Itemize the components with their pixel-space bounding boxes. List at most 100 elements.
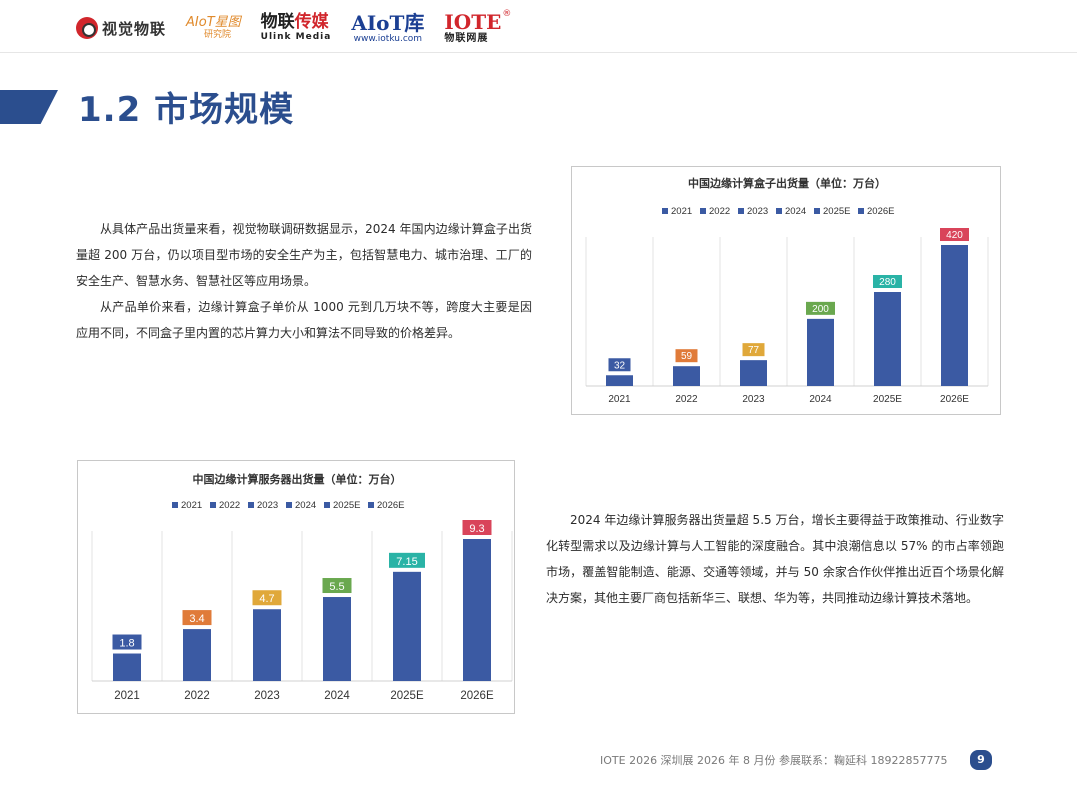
registered-mark: ® bbox=[502, 9, 512, 19]
data-label-bg bbox=[608, 358, 631, 372]
page-title: 1.2 市场规模 bbox=[78, 90, 295, 130]
logo-aiot-xingtu: AIoT星图 研究院 bbox=[186, 16, 241, 40]
logo-shijue-wulian: 视觉物联 bbox=[76, 17, 166, 39]
logo-iote: IOTE ® 物联网展 bbox=[444, 10, 511, 44]
camera-icon bbox=[76, 17, 98, 39]
logo-text: 视觉物联 bbox=[102, 19, 167, 38]
legend-swatch bbox=[368, 502, 374, 508]
chart-title: 中国边缘计算服务器出货量（单位：万台） bbox=[193, 472, 402, 486]
x-tick-label: 2022 bbox=[675, 394, 698, 405]
x-tick-label: 2026E bbox=[460, 690, 494, 702]
data-label-bg bbox=[182, 610, 212, 626]
data-label: 77 bbox=[748, 345, 760, 356]
data-label-bg bbox=[742, 343, 765, 357]
bar bbox=[807, 318, 834, 386]
legend-label: 2025E bbox=[333, 500, 360, 511]
legend-swatch bbox=[738, 208, 744, 214]
x-tick-label: 2026E bbox=[940, 394, 969, 405]
legend-swatch bbox=[814, 208, 820, 214]
page-number: 9 bbox=[970, 750, 992, 770]
logo-text: 物联 bbox=[260, 12, 295, 32]
bar bbox=[463, 539, 491, 681]
data-label: 59 bbox=[681, 351, 693, 362]
bar bbox=[393, 571, 421, 681]
logo-ulink-media: 物联传媒 Ulink Media bbox=[261, 14, 332, 42]
x-tick-label: 2024 bbox=[809, 394, 832, 405]
data-label: 420 bbox=[946, 230, 963, 241]
legend-label: 2026E bbox=[867, 206, 894, 217]
data-label: 32 bbox=[614, 360, 626, 371]
legend-label: 2021 bbox=[181, 500, 202, 511]
data-label: 4.7 bbox=[259, 593, 274, 605]
x-tick-label: 2021 bbox=[608, 394, 631, 405]
logo-text-red: 传媒 bbox=[294, 12, 329, 32]
chart-svg: 中国边缘计算盒子出货量（单位：万台） 2021 2022 2023 2024 2025E 2… bbox=[585, 176, 989, 405]
legend-label: 2021 bbox=[671, 206, 692, 217]
logo-subtext: 物联网展 bbox=[444, 33, 489, 44]
legend-swatch bbox=[172, 502, 178, 508]
legend-swatch bbox=[776, 208, 782, 214]
data-label-bg bbox=[389, 552, 425, 568]
bar bbox=[606, 375, 633, 386]
bar bbox=[941, 245, 968, 386]
x-tick-label: 2023 bbox=[742, 394, 765, 405]
bar bbox=[673, 366, 700, 386]
x-tick-label: 2023 bbox=[254, 690, 280, 702]
logo-aiotku: AIoT库 www.iotku.com bbox=[351, 13, 424, 44]
data-label: 7.15 bbox=[396, 556, 417, 568]
logo-subtext: 研究院 bbox=[204, 30, 232, 40]
header-logos: 视觉物联 AIoT星图 研究院 物联传媒 Ulink Media AIoT库 w… bbox=[76, 8, 511, 48]
logo-text: AIoT库 bbox=[351, 10, 425, 35]
x-tick-label: 2022 bbox=[184, 690, 210, 702]
logo-subtext: Ulink Media bbox=[260, 32, 332, 42]
header-divider bbox=[0, 52, 1077, 53]
x-tick-label: 2021 bbox=[114, 690, 140, 702]
legend-label: 2025E bbox=[823, 206, 850, 217]
bar bbox=[323, 597, 351, 681]
logo-text: IOTE bbox=[444, 10, 502, 34]
legend-swatch bbox=[248, 502, 254, 508]
legend-swatch bbox=[210, 502, 216, 508]
logo-url: www.iotku.com bbox=[353, 33, 423, 44]
title-accent-bar bbox=[0, 90, 58, 124]
paragraph-server-market: 2024 年边缘计算服务器出货量超 5.5 万台，增长主要得益于政策推动、行业数… bbox=[546, 513, 1004, 605]
data-label: 3.4 bbox=[189, 613, 204, 625]
legend-swatch bbox=[286, 502, 292, 508]
data-label-bg bbox=[252, 590, 282, 606]
chart-edge-server-shipments: 中国边缘计算服务器出货量（单位：万台） 2021 2022 2023 2024 2025E… bbox=[77, 460, 515, 714]
legend-label: 2026E bbox=[377, 500, 404, 511]
data-label-bg bbox=[940, 228, 969, 241]
footer-text: IOTE 2026 深圳展 2026 年 8 月份 参展联系：鞠延科 18922… bbox=[600, 754, 948, 767]
bar bbox=[113, 653, 141, 681]
x-tick-label: 2025E bbox=[390, 690, 424, 702]
chart-edge-box-shipments: 中国边缘计算盒子出货量（单位：万台） 2021 2022 2023 2024 2025E 2… bbox=[571, 166, 1001, 415]
legend-swatch bbox=[324, 502, 330, 508]
legend-label: 2023 bbox=[257, 500, 278, 511]
data-label: 280 bbox=[879, 277, 896, 288]
legend-swatch bbox=[662, 208, 668, 214]
legend-label: 2022 bbox=[709, 206, 730, 217]
paragraph-unit-price: 从产品单价来看，边缘计算盒子单价从 1000 元到几万块不等，跨度大主要是因应用… bbox=[76, 300, 532, 340]
x-tick-label: 2025E bbox=[873, 394, 902, 405]
data-label-bg bbox=[873, 275, 902, 288]
paragraph-shipments: 从具体产品出货量来看，视觉物联调研数据显示，2024 年国内边缘计算盒子出货量超… bbox=[76, 222, 532, 288]
bar bbox=[874, 292, 901, 386]
data-label-bg bbox=[675, 349, 698, 363]
logo-text: AIoT星图 bbox=[186, 15, 241, 30]
data-label-bg bbox=[462, 520, 492, 535]
data-label-bg bbox=[112, 634, 142, 650]
legend-swatch bbox=[700, 208, 706, 214]
data-label: 5.5 bbox=[329, 581, 344, 593]
bar bbox=[253, 609, 281, 681]
legend-label: 2024 bbox=[295, 500, 316, 511]
legend-label: 2023 bbox=[747, 206, 768, 217]
legend-label: 2024 bbox=[785, 206, 806, 217]
data-label: 200 bbox=[812, 304, 829, 315]
data-label-bg bbox=[806, 301, 835, 315]
legend-swatch bbox=[858, 208, 864, 214]
data-label-bg bbox=[322, 578, 352, 594]
data-label: 1.8 bbox=[119, 638, 134, 650]
chart-title: 中国边缘计算盒子出货量（单位：万台） bbox=[688, 176, 886, 190]
bar bbox=[740, 360, 767, 386]
x-tick-label: 2024 bbox=[324, 690, 350, 702]
